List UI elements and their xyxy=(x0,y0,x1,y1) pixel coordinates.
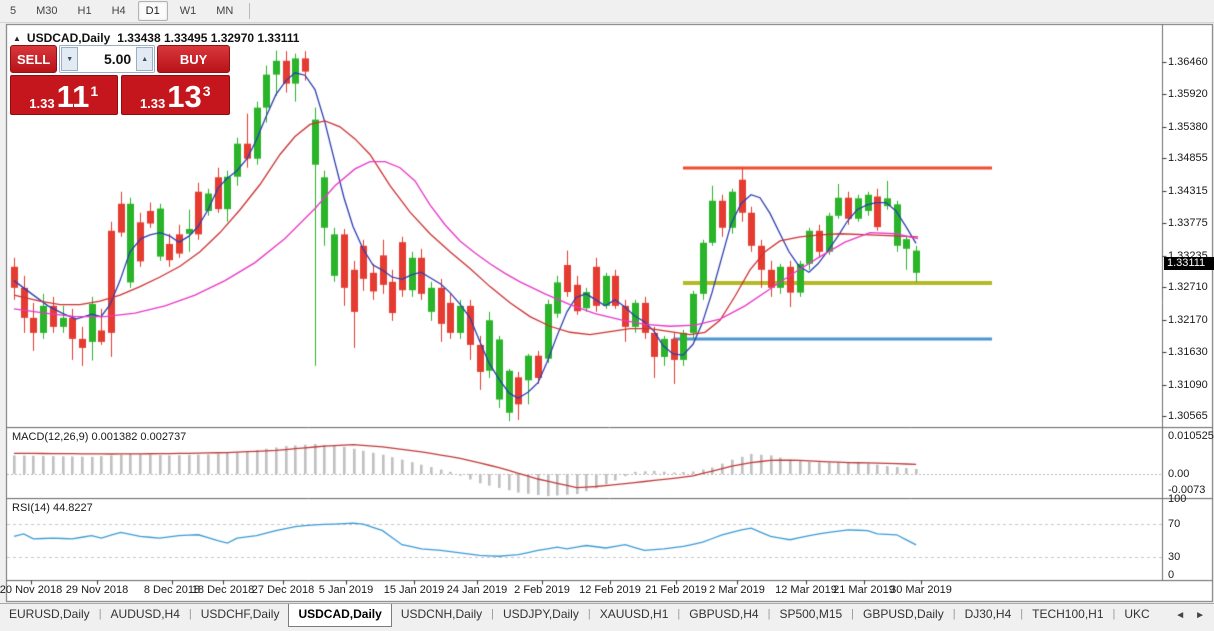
rsi-axis-label: 0 xyxy=(1168,569,1175,582)
time-axis-label: 5 Jan 2019 xyxy=(318,584,374,596)
chart-tab-UKC[interactable]: UKC xyxy=(1124,607,1150,621)
chart-tab-USDCAD-Daily[interactable]: USDCAD,Daily xyxy=(288,604,392,627)
timeframe-button-5[interactable]: 5 xyxy=(10,5,17,17)
tab-separator: | xyxy=(1112,608,1116,620)
price-axis-label: 1.32710 xyxy=(1168,281,1208,294)
sell-price-quote[interactable]: 1.33 11 1 xyxy=(10,75,118,115)
price-axis-label: 1.35920 xyxy=(1168,88,1208,101)
volume-stepper: ▼ ▲ xyxy=(59,45,156,73)
volume-input[interactable] xyxy=(79,46,136,72)
chart-symbol-label: USDCAD,Daily xyxy=(26,31,111,45)
sell-price-main: 11 xyxy=(56,79,90,114)
price-axis-label: 1.35380 xyxy=(1168,120,1208,133)
volume-increase-button[interactable]: ▲ xyxy=(136,47,154,71)
time-axis-label: 27 Dec 2018 xyxy=(251,584,315,596)
time-axis-label: 20 Nov 2018 xyxy=(0,584,63,596)
chart-tab-EURUSD-Daily[interactable]: EURUSD,Daily xyxy=(9,607,90,621)
volume-decrease-button[interactable]: ▼ xyxy=(61,47,79,71)
buy-button[interactable]: BUY xyxy=(157,45,230,73)
price-axis-label: 1.34315 xyxy=(1168,184,1208,197)
sell-price-pip: 1 xyxy=(90,83,99,99)
time-axis-label: 29 Nov 2018 xyxy=(65,584,129,596)
rsi-indicator-label: RSI(14) 44.8227 xyxy=(12,502,93,514)
buy-price-prefix: 1.33 xyxy=(139,96,166,111)
price-axis-label: 1.32170 xyxy=(1168,313,1208,326)
time-axis-label: 30 Mar 2019 xyxy=(890,584,952,596)
tab-separator: | xyxy=(491,608,495,620)
price-axis-label: 1.36460 xyxy=(1168,56,1208,68)
time-axis-label: 2 Mar 2019 xyxy=(709,584,765,596)
collapse-triangle-icon[interactable]: ▲ xyxy=(13,34,21,43)
sell-button[interactable]: SELL xyxy=(10,45,58,73)
price-axis-label: 1.34855 xyxy=(1168,152,1208,165)
macd-axis-label: 0.010525 xyxy=(1168,430,1214,443)
tab-separator: | xyxy=(98,608,102,620)
tab-scroll-right-icon[interactable]: ► xyxy=(1195,609,1205,621)
chart-tab-AUDUSD-H4[interactable]: AUDUSD,H4 xyxy=(110,607,180,621)
timeframe-button-M30[interactable]: M30 xyxy=(36,5,58,17)
time-axis-label: 18 Dec 2018 xyxy=(191,584,255,596)
chart-ohlc-values: 1.33438 1.33495 1.32970 1.33111 xyxy=(117,31,300,45)
one-click-trading-panel: SELL ▼ ▲ BUY 1.33 11 1 1.33 13 3 xyxy=(10,45,230,115)
chart-tab-GBPUSD-H4[interactable]: GBPUSD,H4 xyxy=(689,607,759,621)
rsi-axis-label: 100 xyxy=(1168,493,1187,506)
chart-tab-GBPUSD-Daily[interactable]: GBPUSD,Daily xyxy=(863,607,944,621)
time-axis-label: 15 Jan 2019 xyxy=(383,584,445,596)
price-axis-label: 1.30565 xyxy=(1168,410,1208,423)
rsi-axis-label: 70 xyxy=(1168,518,1181,531)
current-price-badge: 1.33111 xyxy=(1164,256,1214,270)
chart-tab-TECH100-H1[interactable]: TECH100,H1 xyxy=(1032,607,1104,621)
price-axis-label: 1.31090 xyxy=(1168,378,1208,391)
price-axis-label: 1.33775 xyxy=(1168,217,1208,230)
chart-title: ▲ USDCAD,Daily 1.33438 1.33495 1.32970 1.3… xyxy=(13,31,299,45)
macd-axis-label: -0.0073 xyxy=(1168,484,1206,496)
timeframe-button-MN[interactable]: MN xyxy=(216,5,234,17)
timeframe-button-H4[interactable]: H4 xyxy=(111,5,126,17)
timeframe-toolbar: 5 M30 H1 H4 D1 W1 MN xyxy=(0,0,1214,23)
time-axis-label: 8 Dec 2018 xyxy=(143,584,201,596)
time-axis-label: 21 Feb 2019 xyxy=(645,584,707,596)
tab-scroll-left-icon[interactable]: ◄ xyxy=(1175,609,1186,621)
sell-price-prefix: 1.33 xyxy=(29,96,55,111)
tab-separator: | xyxy=(677,608,681,620)
tab-separator: | xyxy=(767,608,771,620)
chart-tab-USDJPY-Daily[interactable]: USDJPY,Daily xyxy=(503,607,579,621)
buy-price-quote[interactable]: 1.33 13 3 xyxy=(120,75,230,115)
time-axis-label: 12 Mar 2019 xyxy=(775,584,837,596)
chart-tab-XAUUSD-H1[interactable]: XAUUSD,H1 xyxy=(599,607,669,621)
buy-price-pip: 3 xyxy=(202,83,211,99)
time-axis-label: 24 Jan 2019 xyxy=(446,584,508,596)
tab-separator: | xyxy=(851,608,855,620)
time-axis-label: 2 Feb 2019 xyxy=(514,584,570,596)
tab-separator: | xyxy=(188,608,192,620)
tab-separator: | xyxy=(587,608,591,620)
chart-tab-bar: EURUSD,Daily | AUDUSD,H4 | USDCHF,Daily USDCA… xyxy=(0,603,1214,631)
chart-tab-USDCHF-Daily[interactable]: USDCHF,Daily xyxy=(200,607,280,621)
rsi-axis-label: 30 xyxy=(1168,551,1181,564)
tab-separator: | xyxy=(1020,608,1024,620)
macd-indicator-label: MACD(12,26,9) 0.001382 0.002737 xyxy=(12,431,187,443)
chart-tab-USDCNH-Daily[interactable]: USDCNH,Daily xyxy=(400,607,483,621)
toolbar-divider xyxy=(249,3,251,19)
time-axis-label: 21 Mar 2019 xyxy=(833,584,895,596)
time-axis-label: 12 Feb 2019 xyxy=(579,584,641,596)
price-axis-label: 1.31630 xyxy=(1168,346,1208,359)
tab-separator: | xyxy=(952,608,956,620)
timeframe-button-W1[interactable]: W1 xyxy=(179,5,197,17)
chart-tab-DJ30-H4[interactable]: DJ30,H4 xyxy=(964,607,1012,621)
timeframe-button-H1[interactable]: H1 xyxy=(77,5,92,17)
timeframe-button-D1[interactable]: D1 xyxy=(137,1,168,21)
chart-tab-SP500-M15[interactable]: SP500,M15 xyxy=(779,607,843,621)
buy-price-main: 13 xyxy=(167,79,202,114)
macd-axis-label: 0.00 xyxy=(1168,468,1190,480)
